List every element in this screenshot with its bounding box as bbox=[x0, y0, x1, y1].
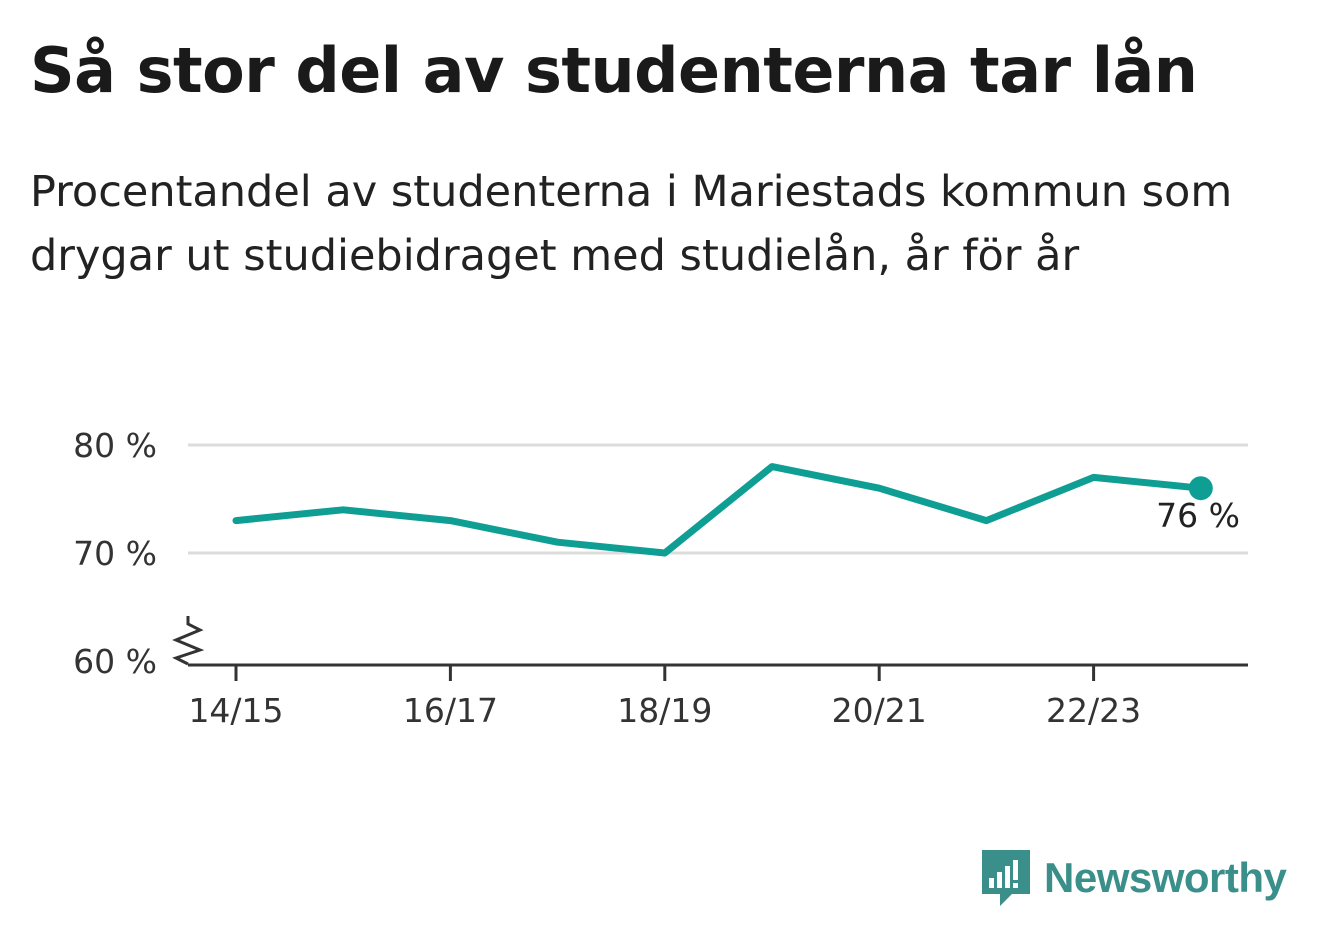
series-line bbox=[232, 463, 1205, 557]
axis-break-icon bbox=[172, 616, 205, 666]
chart-title: Så stor del av studenterna tar lån bbox=[30, 34, 1198, 107]
y-tick-label: 70 % bbox=[73, 534, 157, 573]
x-tick-label: 16/17 bbox=[403, 691, 498, 730]
y-tick-label: 60 % bbox=[73, 642, 157, 681]
x-tick-label: 22/23 bbox=[1046, 691, 1141, 730]
x-tick-label: 18/19 bbox=[617, 691, 712, 730]
y-tick-label: 80 % bbox=[73, 426, 157, 465]
x-tick-label: 20/21 bbox=[832, 691, 927, 730]
last-data-point bbox=[1188, 476, 1213, 501]
brand-logo: Newsworthy bbox=[980, 848, 1287, 908]
chart-subtitle: Procentandel av studenterna i Mariestads… bbox=[30, 167, 1233, 281]
x-tick-label: 14/15 bbox=[188, 691, 283, 730]
last-value-label: 76 % bbox=[1156, 496, 1240, 535]
brand-name: Newsworthy bbox=[1044, 854, 1287, 901]
newsworthy-logo-icon bbox=[982, 850, 1030, 906]
